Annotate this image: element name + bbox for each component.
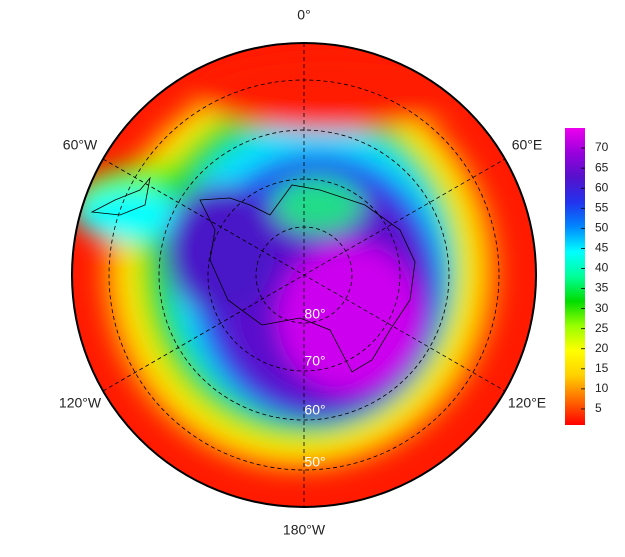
colorbar-tick-label: 55 bbox=[595, 200, 609, 214]
lat-label: 50° bbox=[304, 454, 325, 470]
colorbar-tick-label: 45 bbox=[595, 241, 609, 255]
map-border bbox=[71, 42, 537, 508]
colorbar-tick-label: 30 bbox=[595, 301, 609, 315]
coastline bbox=[199, 184, 416, 373]
colorbar-tick-label: 10 bbox=[595, 381, 609, 395]
colorbar-tick-label: 20 bbox=[595, 341, 609, 355]
colorbar bbox=[565, 128, 585, 425]
lat-label: 60° bbox=[304, 402, 325, 418]
lon-label: 180°W bbox=[283, 522, 326, 538]
colorbar-tick-label: 50 bbox=[595, 221, 609, 235]
lon-label: 60°W bbox=[63, 137, 98, 153]
colorbar-tick-label: 60 bbox=[595, 180, 609, 194]
colorbar-tick-label: 5 bbox=[595, 401, 602, 415]
lon-label: 0° bbox=[297, 7, 310, 23]
lat-label: 70° bbox=[304, 353, 325, 369]
lon-label: 120°E bbox=[508, 395, 546, 411]
lat-label: 80° bbox=[304, 306, 325, 322]
colorbar-tick-label: 70 bbox=[595, 140, 609, 154]
lon-label: 60°E bbox=[512, 137, 543, 153]
coastline bbox=[90, 176, 151, 216]
colorbar-tick-label: 15 bbox=[595, 361, 609, 375]
graticule bbox=[102, 43, 506, 507]
lon-label: 120°W bbox=[59, 395, 102, 411]
colorbar-tick-label: 65 bbox=[595, 160, 609, 174]
colorbar-tick-label: 25 bbox=[595, 321, 609, 335]
colorbar-tick-label: 35 bbox=[595, 281, 609, 295]
colorbar-tick-label: 40 bbox=[595, 261, 609, 275]
